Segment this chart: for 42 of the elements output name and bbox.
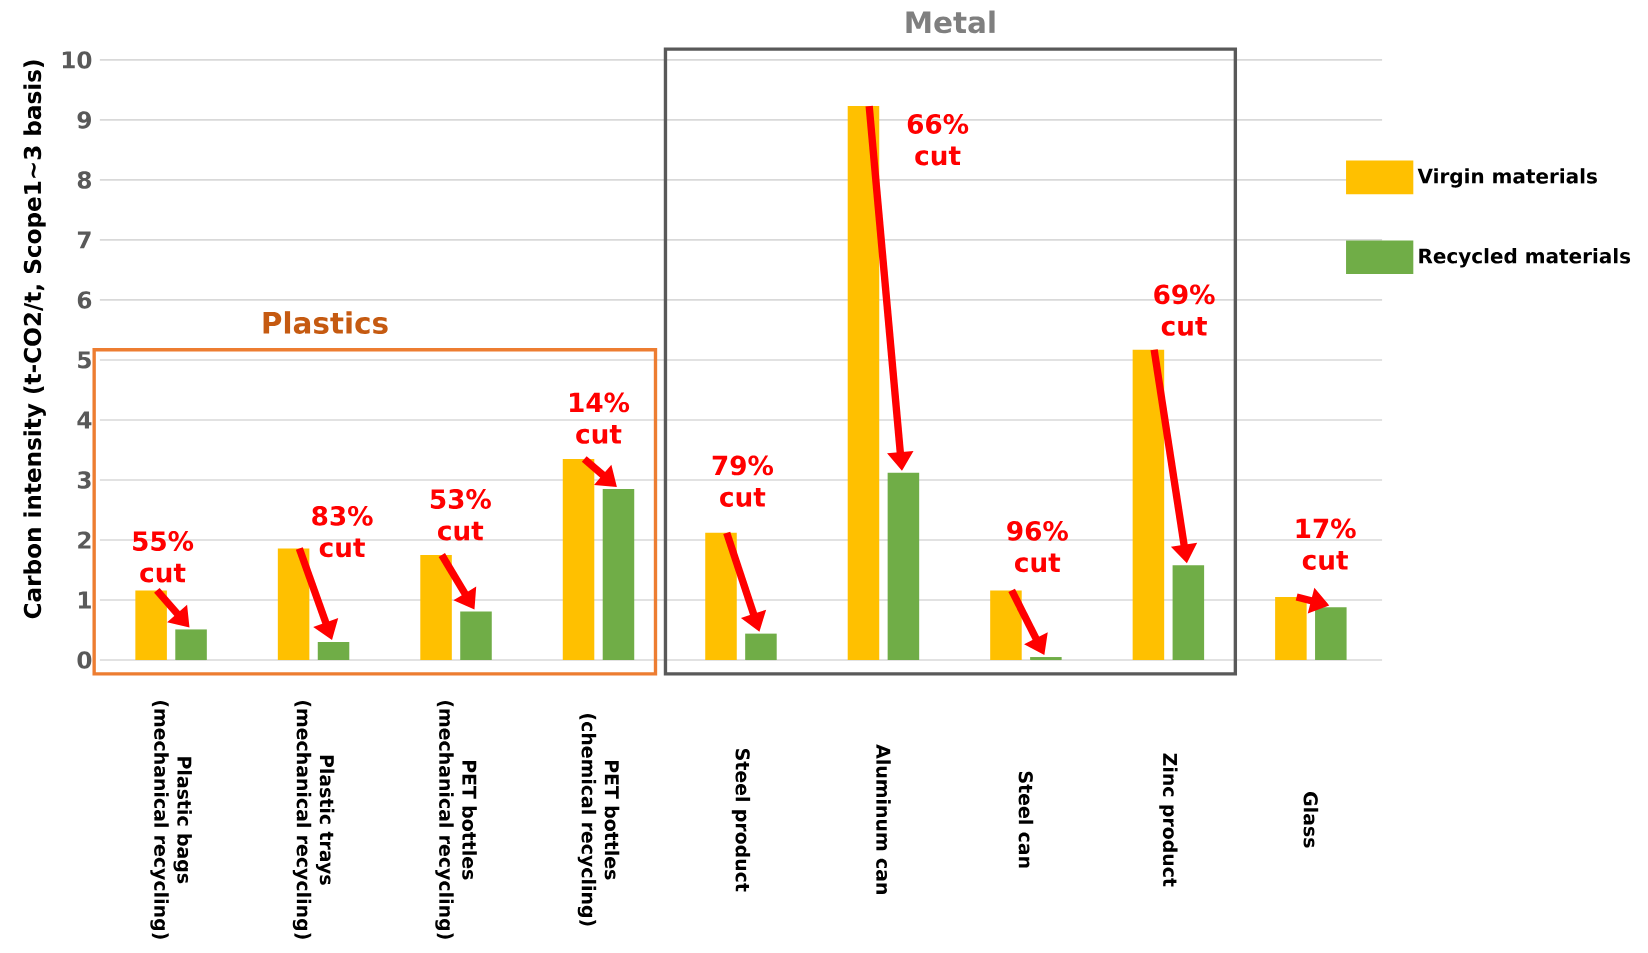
y-tick-label: 2 [78,531,91,549]
bar [1030,656,1062,660]
x-tick-label: Zinc product [1159,753,1178,887]
y-tick-label: 3 [77,471,91,489]
annotation: 14% cut [570,392,630,444]
annotation: 96% cut [1007,520,1068,573]
annotation: 66% cut [907,113,969,166]
y-tick-label: 8 [77,171,92,189]
x-tick-label: Glass [1303,791,1319,848]
x-tick-label: Plastic bags (mechanical recycling) [150,700,192,939]
y-axis-title: Carbon intensity (t-CO2/t, Scope1~3 basis) [23,60,46,619]
bar [420,554,452,660]
bar [602,488,635,660]
y-tick-label: 1 [78,591,91,609]
annotation: 53% cut [430,488,491,541]
x-tick-label: PET bottles (chemical recycling) [577,713,620,926]
bar [175,629,207,660]
annotation: 79% cut [712,455,774,507]
annotation: 55% cut [133,530,194,583]
y-tick-label: 6 [77,291,92,309]
legend-label: Recycled materials [1419,247,1631,268]
x-tick-label: Aluminum can [876,744,891,894]
annotation: Plastics [263,311,388,334]
x-tick-label: Steel can [1018,771,1034,868]
bar [562,458,595,660]
annotation: 17% cut [1296,518,1356,570]
x-tick-label: Plastic trays (mechanical recycling) [292,700,335,939]
text: Metal [906,10,995,34]
y-tick-label: 9 [77,111,91,129]
x-tick-label: Steel product [731,748,751,892]
y-tick-label: 0 [77,651,92,669]
annotation: 83% cut [312,505,373,558]
legend-label: Virgin materials [1417,168,1597,188]
y-tick-label: 10 [62,51,92,69]
x-tick-label: PET bottles (mechanical recycling) [435,700,477,939]
annotation: 69% cut [1154,284,1215,336]
bar [1275,596,1307,660]
bar [135,590,167,660]
y-tick-label: 4 [77,411,92,429]
y-tick-label: 5 [78,351,91,369]
y-tick-label: 7 [77,231,91,249]
bar [1315,607,1347,660]
